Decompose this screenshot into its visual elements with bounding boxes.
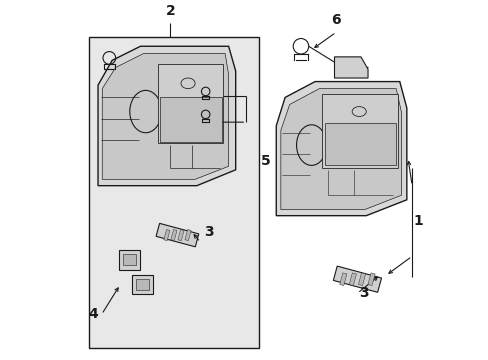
- Bar: [184, 230, 191, 240]
- Text: 4: 4: [88, 307, 98, 321]
- Bar: [339, 273, 346, 285]
- Polygon shape: [280, 89, 401, 210]
- Bar: [163, 230, 170, 240]
- Text: 3: 3: [359, 286, 368, 300]
- Polygon shape: [158, 64, 223, 143]
- Bar: [170, 230, 177, 240]
- Bar: [156, 223, 199, 247]
- Text: 2: 2: [165, 4, 175, 18]
- Polygon shape: [322, 94, 397, 168]
- Polygon shape: [131, 275, 152, 294]
- Bar: [178, 230, 183, 240]
- Text: 5: 5: [260, 154, 269, 168]
- Bar: [367, 273, 374, 285]
- Bar: [333, 266, 381, 292]
- Text: 3: 3: [203, 225, 213, 239]
- Polygon shape: [89, 37, 258, 348]
- Text: 1: 1: [413, 214, 423, 228]
- Bar: [348, 273, 356, 285]
- Text: 6: 6: [331, 13, 340, 27]
- Polygon shape: [123, 254, 136, 265]
- Polygon shape: [102, 53, 228, 179]
- Polygon shape: [276, 82, 406, 216]
- Bar: [358, 273, 365, 285]
- Polygon shape: [160, 98, 221, 141]
- Polygon shape: [98, 46, 235, 186]
- Polygon shape: [325, 123, 395, 165]
- Polygon shape: [136, 279, 148, 290]
- Polygon shape: [334, 57, 367, 78]
- Polygon shape: [119, 250, 140, 270]
